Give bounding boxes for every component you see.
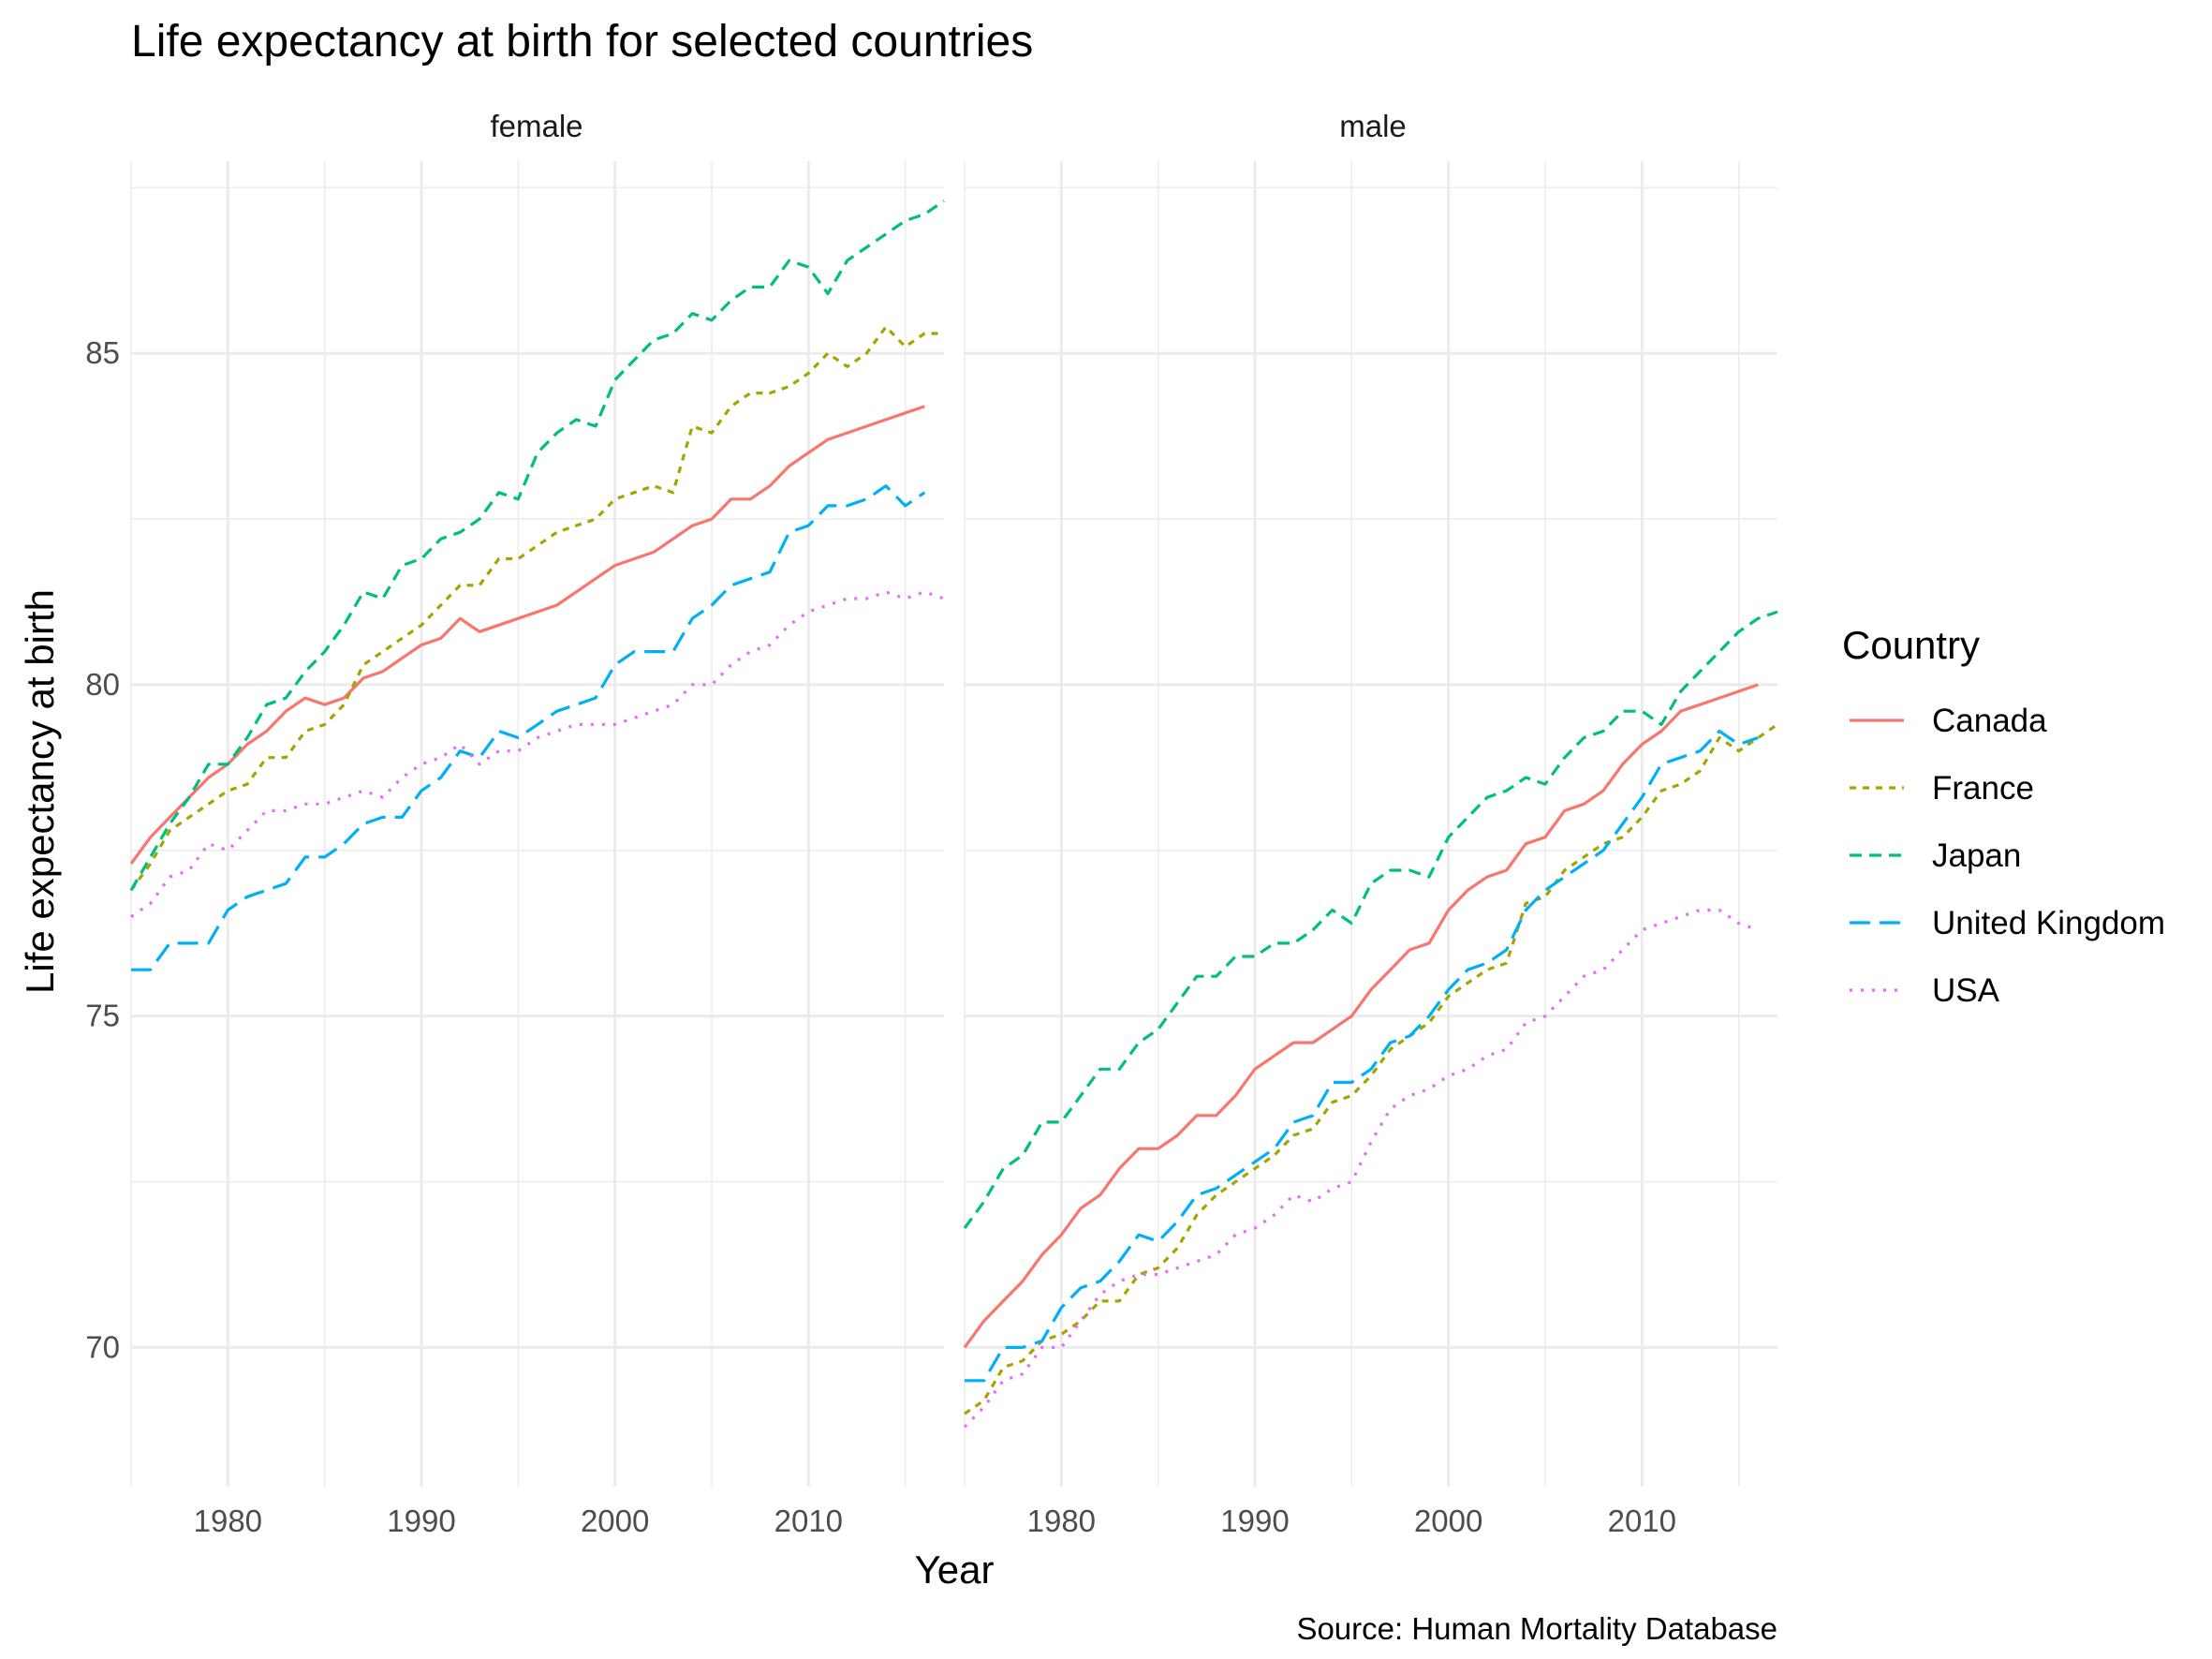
y-tick-label: 80 [85, 667, 120, 702]
legend-label: Japan [1932, 837, 2021, 874]
y-axis-ticks: 70 75 80 85 [85, 335, 120, 1364]
x-tick-label: 1980 [194, 1503, 262, 1538]
chart-caption: Source: Human Mortality Database [1296, 1611, 1777, 1646]
y-tick-label: 70 [85, 1329, 120, 1364]
x-axis-ticks: 1980 1990 2000 2010 1980 1990 2000 2010 [194, 1503, 1676, 1538]
panel-strip-male: male [1339, 109, 1407, 143]
series-line-male-japan [963, 610, 1778, 1230]
series-line-female-japan [129, 200, 945, 892]
legend: Canada France Japan United Kingdom USA [1850, 703, 2165, 1009]
x-tick-label: 1980 [1027, 1503, 1096, 1538]
x-tick-label: 2010 [774, 1503, 843, 1538]
x-tick-label: 1990 [387, 1503, 455, 1538]
panel-strip-female: female [490, 109, 582, 143]
panel-female [129, 161, 945, 1487]
series-line-male-usa [963, 908, 1759, 1429]
legend-label: United Kingdom [1932, 905, 2165, 941]
legend-label: USA [1932, 972, 2000, 1009]
legend-title: Country [1842, 623, 1980, 667]
x-tick-label: 2000 [1414, 1503, 1482, 1538]
chart-title: Life expectancy at birth for selected co… [131, 17, 1033, 67]
series-line-female-canada [129, 405, 925, 865]
x-tick-label: 1990 [1220, 1503, 1289, 1538]
x-axis-label: Year [915, 1548, 995, 1592]
series-line-female-usa [130, 590, 945, 918]
x-tick-label: 2010 [1608, 1503, 1676, 1538]
series-line-male-canada [963, 683, 1759, 1349]
series-line-male-united-kingdom [965, 729, 1759, 1383]
y-tick-label: 75 [85, 999, 120, 1033]
series-line-female-united-kingdom [131, 484, 926, 971]
y-axis-label: Life expectancy at birth [18, 589, 62, 994]
legend-label: Canada [1932, 703, 2047, 739]
panel-male [963, 161, 1778, 1487]
x-tick-label: 2000 [581, 1503, 649, 1538]
y-tick-label: 85 [85, 335, 120, 370]
legend-label: France [1932, 770, 2034, 807]
series-line-female-france [129, 325, 944, 892]
